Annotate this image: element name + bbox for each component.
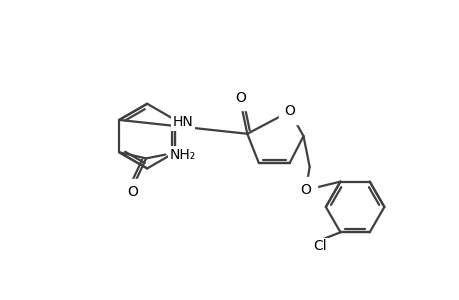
Text: O: O xyxy=(300,183,311,197)
Text: NH₂: NH₂ xyxy=(169,148,195,162)
Text: O: O xyxy=(127,184,138,199)
Text: O: O xyxy=(235,91,246,105)
Text: HN: HN xyxy=(173,115,193,129)
Text: Cl: Cl xyxy=(313,239,326,253)
Text: O: O xyxy=(284,104,294,118)
